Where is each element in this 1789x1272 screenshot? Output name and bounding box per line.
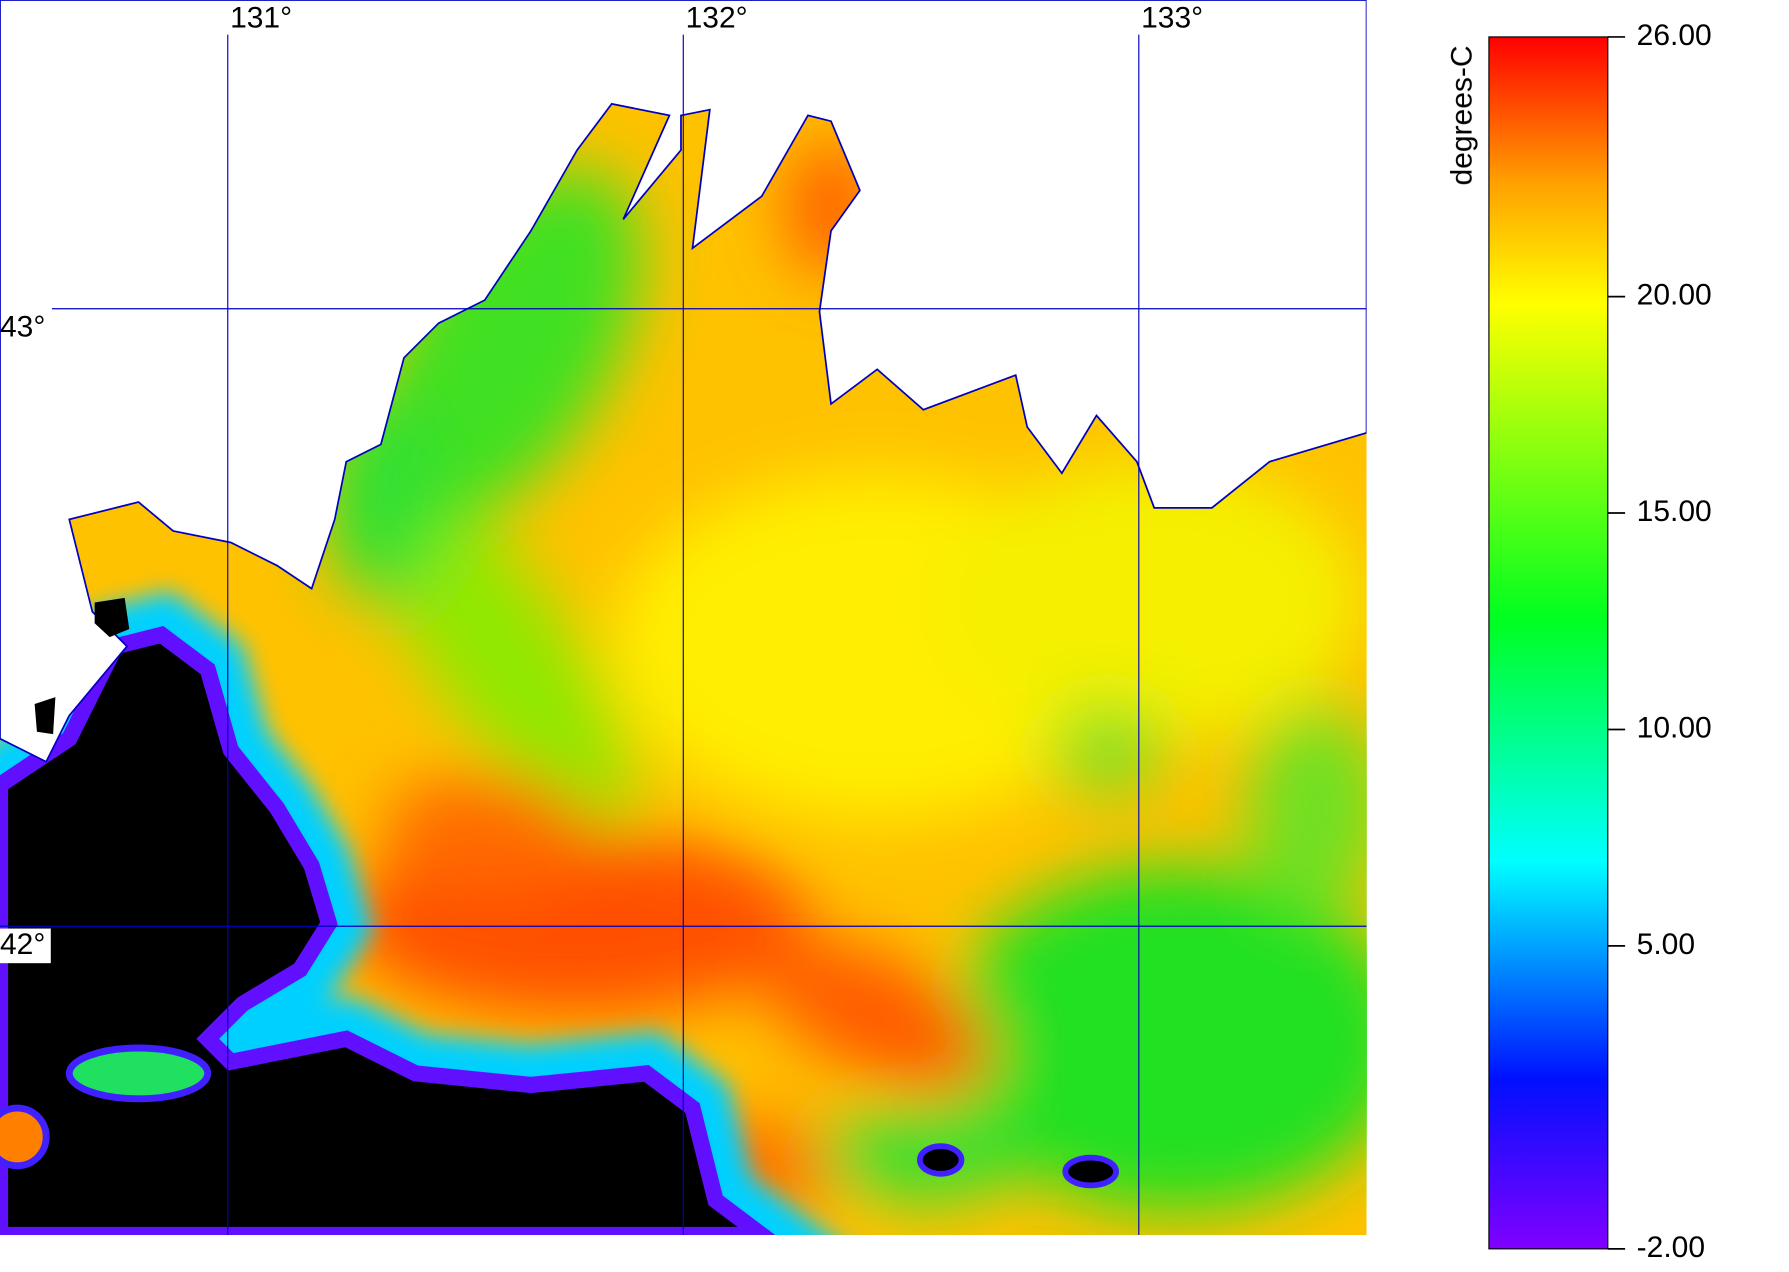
cool-patch [946,865,1367,1212]
cool-patch [1246,704,1367,912]
lon-label: 132° [686,2,748,35]
scene: 131° 132° 133° 43° 42° 26.00 20.00 15.00 10.00 5… [0,0,1712,1264]
cool-patch [1050,704,1166,797]
island [65,1044,212,1103]
hot-patch [759,940,995,1091]
warm-patch [946,461,1362,739]
colorbar-tick-label: 26.00 [1637,19,1712,52]
sst-field [0,0,1367,1235]
cool-patch [374,168,641,524]
colorbar-tick-label: 20.00 [1637,279,1712,312]
island [94,597,130,638]
temperature-patches [323,138,1367,1212]
island [34,697,56,735]
lat-label: 42° [0,928,45,961]
lat-label: 43° [0,310,45,343]
lon-label: 133° [1141,2,1203,35]
colorbar-tick-label: 15.00 [1637,495,1712,528]
hot-patch [380,773,589,889]
island [917,1143,965,1177]
graticule: 131° 132° 133° 43° 42° [0,2,1367,1235]
white-land [0,0,1367,763]
colorbar [1488,36,1609,1250]
colorbar-tick-label: 5.00 [1637,928,1695,961]
label-background [0,928,51,964]
colorbar-ticks: 26.00 20.00 15.00 10.00 5.00 -2.00 [1607,19,1712,1264]
island [0,1104,50,1170]
colorbar-label: degrees-C [1445,45,1478,185]
lon-label: 131° [230,2,292,35]
colorbar-tick-label: -2.00 [1637,1231,1705,1264]
island [1062,1154,1119,1189]
colorbar-tick-label: 10.00 [1637,711,1712,744]
